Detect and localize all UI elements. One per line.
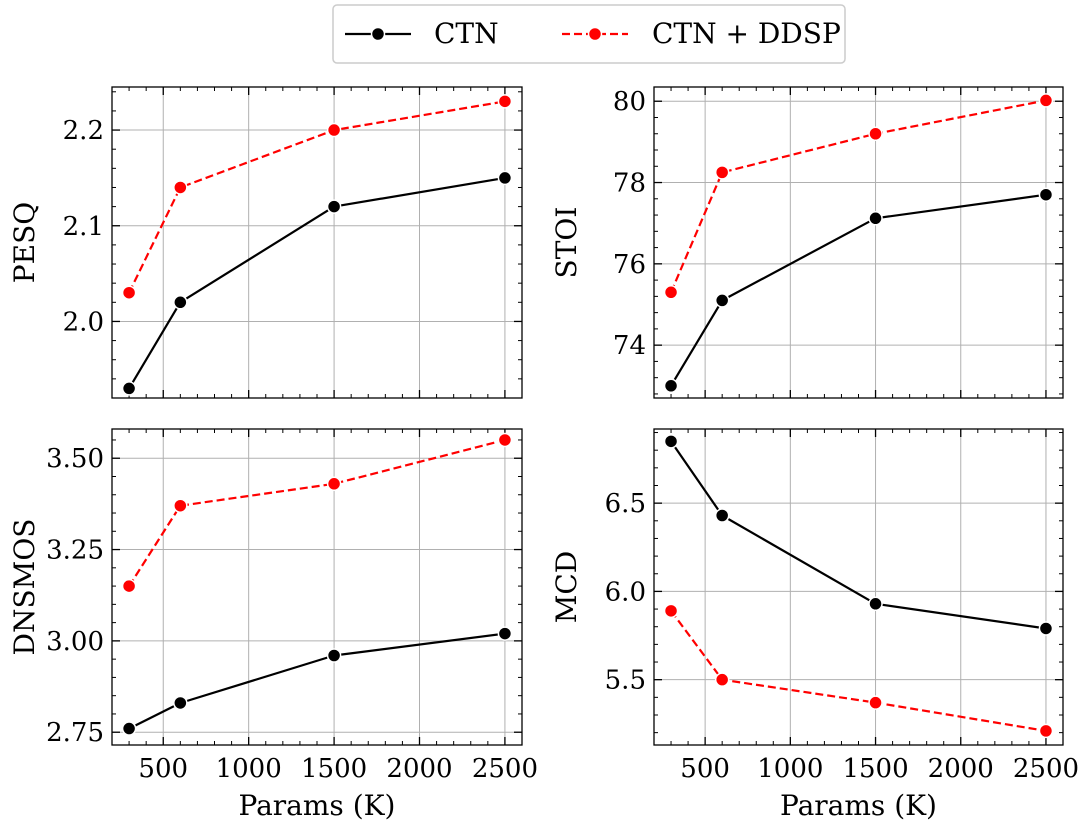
y-tick-label: 76 (613, 250, 646, 280)
y-tick-label: 74 (613, 331, 646, 361)
y-axis-label: MCD (550, 551, 583, 624)
data-point-ctn-ddsp (868, 126, 883, 142)
data-point-ctn (1038, 187, 1054, 202)
stoi-panel: 74 76 78 80 STOI (550, 86, 1064, 399)
y-tick-label: 2.1 (63, 212, 104, 242)
data-point-ctn (326, 199, 342, 214)
data-point-ctn-ddsp (714, 672, 730, 687)
data-point-ctn-ddsp (1038, 93, 1054, 108)
plot-frame (653, 86, 1064, 399)
data-point-ctn (497, 626, 513, 641)
series-line-ctn (128, 176, 506, 389)
data-point-ctn (497, 170, 513, 186)
data-point-ctn-ddsp (714, 165, 730, 180)
data-point-ctn (714, 508, 730, 523)
x-tick-label: 1000 (757, 754, 823, 784)
legend-label-ctn: CTN (434, 17, 499, 50)
x-tick-label: 2000 (386, 754, 452, 784)
y-tick-label: 2.0 (63, 307, 104, 337)
legend-label-ctn-ddsp: CTN + DDSP (652, 17, 841, 50)
x-tick-label: 1500 (301, 754, 367, 784)
data-point-ctn (868, 596, 883, 612)
data-point-ctn (663, 434, 679, 449)
data-point-ctn (173, 695, 188, 711)
y-tick-label: 78 (613, 169, 646, 199)
y-tick-label: 3.50 (46, 444, 104, 474)
y-tick-label: 80 (613, 87, 646, 117)
data-point-ctn (868, 211, 883, 226)
data-point-ctn-ddsp (121, 285, 137, 300)
dnsmos-panel: 2.75 3.00 3.25 3.50 500 1000 1500 2000 2500 DNSMO… (8, 428, 538, 822)
series-line-ctn-ddsp (128, 100, 506, 294)
data-point-ctn-ddsp (868, 695, 883, 710)
series-line-ctn-ddsp (669, 99, 1047, 293)
x-tick-label: 500 (138, 754, 188, 784)
y-tick-label: 6.0 (605, 577, 646, 607)
series-line-ctn-ddsp (128, 438, 506, 587)
x-tick-label: 1500 (842, 754, 908, 784)
legend-marker-ctn-ddsp (587, 26, 603, 42)
x-tick-label: 2000 (928, 754, 994, 784)
data-point-ctn (121, 721, 137, 736)
y-axis-label: PESQ (8, 202, 41, 283)
data-point-ctn (714, 293, 730, 308)
data-point-ctn-ddsp (497, 94, 513, 109)
data-point-ctn-ddsp (663, 285, 679, 300)
series-line-ctn-ddsp (670, 610, 1047, 732)
y-tick-label: 2.75 (46, 718, 104, 748)
y-tick-label: 2.2 (63, 116, 104, 146)
y-axis-label: DNSMOS (8, 519, 41, 656)
y-tick-label: 3.00 (46, 627, 104, 657)
data-point-ctn (121, 381, 137, 396)
pesq-panel: 2.0 2.1 2.2 PESQ (8, 86, 523, 399)
x-tick-label: 1000 (216, 754, 282, 784)
x-axis-label: Params (K) (780, 789, 937, 822)
y-tick-label: 3.25 (46, 536, 104, 566)
data-point-ctn (173, 295, 188, 310)
data-point-ctn (663, 378, 679, 394)
y-tick-label: 6.5 (605, 489, 646, 519)
x-tick-label: 2500 (1013, 754, 1079, 784)
data-point-ctn (1038, 621, 1054, 636)
data-point-ctn-ddsp (326, 476, 342, 492)
mcd-panel: 5.5 6.0 6.5 500 1000 1500 2000 2500 MCD Params (K… (550, 428, 1079, 822)
data-point-ctn-ddsp (497, 432, 513, 448)
x-tick-label: 2500 (472, 754, 538, 784)
series-line-ctn (670, 193, 1047, 387)
data-point-ctn (326, 648, 342, 663)
y-axis-label: STOI (550, 207, 583, 279)
series-line-ctn (128, 632, 506, 730)
plot-frame (111, 86, 523, 399)
series-line-ctn (670, 440, 1047, 630)
data-point-ctn-ddsp (663, 603, 679, 619)
data-point-ctn-ddsp (326, 122, 342, 138)
y-tick-label: 5.5 (605, 666, 646, 696)
data-point-ctn-ddsp (121, 578, 137, 594)
x-axis-label: Params (K) (239, 789, 396, 822)
legend-marker-ctn (370, 26, 386, 42)
data-point-ctn-ddsp (1038, 723, 1054, 739)
plot-frame (653, 428, 1064, 746)
data-point-ctn-ddsp (173, 180, 188, 195)
legend: CTN CTN + DDSP (332, 4, 846, 64)
x-tick-label: 500 (680, 754, 730, 784)
plot-frame (111, 428, 523, 746)
data-point-ctn-ddsp (173, 498, 188, 513)
